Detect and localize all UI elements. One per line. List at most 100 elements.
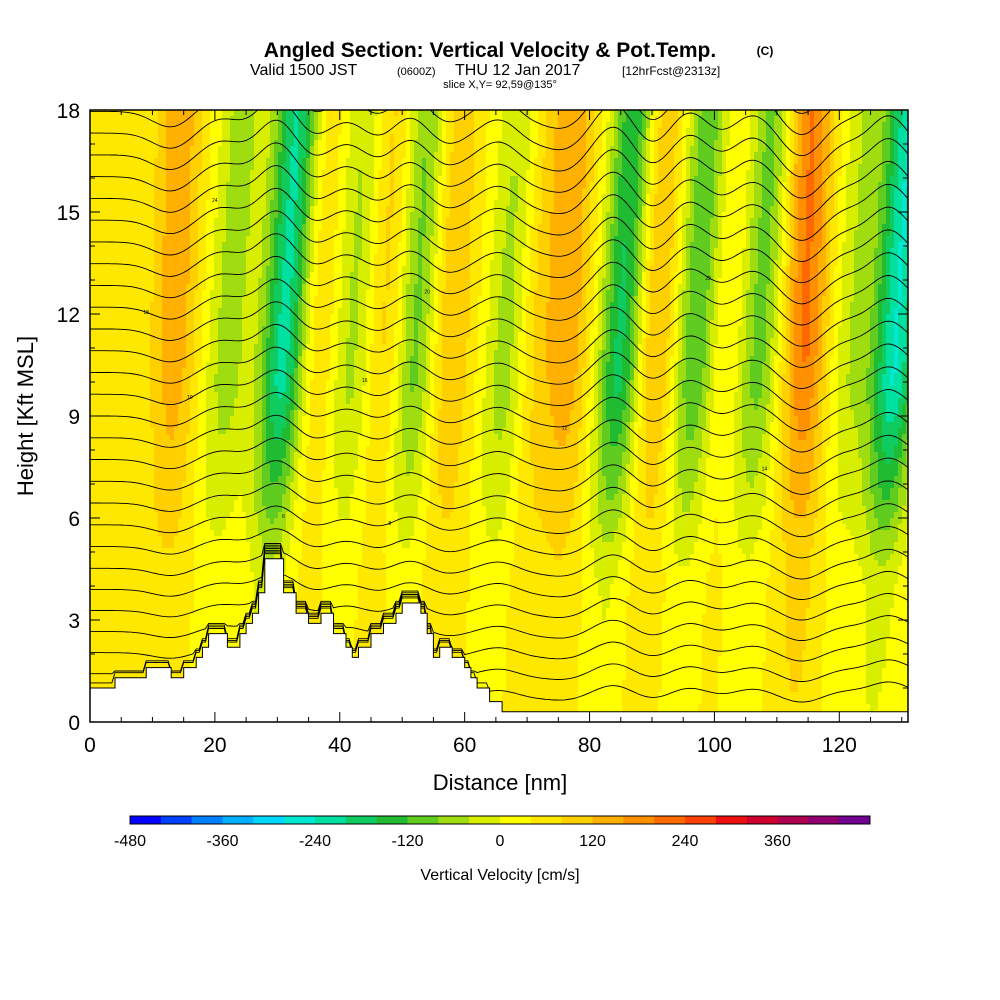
field-cell [122,554,127,561]
field-cell [126,350,131,357]
field-cell [138,644,143,651]
field-cell [230,140,235,147]
field-cell [110,614,115,621]
field-cell [110,506,115,513]
field-cell [246,512,251,519]
field-cell [122,440,127,447]
field-cell [90,644,95,651]
field-cell [190,662,195,669]
field-cell [258,482,263,489]
field-cell [122,638,127,645]
field-cell [194,362,199,369]
field-cell [142,152,147,159]
field-cell [234,122,239,129]
field-cell [178,158,183,165]
field-cell [218,560,223,567]
field-cell [182,560,187,567]
field-cell [174,296,179,303]
field-cell [206,422,211,429]
field-cell [194,122,199,129]
field-cell [210,164,215,171]
field-cell [114,224,119,231]
field-cell [274,458,279,465]
field-cell [142,278,147,285]
field-cell [198,260,203,267]
field-cell [270,512,275,519]
field-cell [114,452,119,459]
field-cell [242,320,247,327]
field-cell [170,242,175,249]
field-cell [134,626,139,633]
field-cell [154,632,159,639]
field-cell [278,344,283,351]
field-cell [166,620,171,627]
field-cell [174,584,179,591]
field-cell [278,188,283,195]
field-cell [278,314,283,321]
field-cell [202,512,207,519]
field-cell [102,224,107,231]
field-cell [226,464,231,471]
field-cell [262,524,267,531]
field-cell [106,344,111,351]
field-cell [102,218,107,225]
field-cell [146,638,151,645]
field-cell [226,128,231,135]
field-cell [98,488,103,495]
field-cell [206,470,211,477]
field-cell [234,596,239,603]
field-cell [250,338,255,345]
field-cell [222,446,227,453]
field-cell [210,206,215,213]
field-cell [126,236,131,243]
field-cell [266,404,271,411]
field-cell [162,452,167,459]
field-cell [198,602,203,609]
field-cell [250,482,255,489]
field-cell [282,158,287,165]
field-cell [250,236,255,243]
field-cell [214,212,219,219]
field-cell [254,116,259,123]
field-cell [126,386,131,393]
field-cell [186,350,191,357]
field-cell [242,146,247,153]
field-cell [174,548,179,555]
field-cell [150,302,155,309]
field-cell [230,458,235,465]
field-cell [114,536,119,543]
field-cell [114,464,119,471]
field-cell [270,116,275,123]
field-cell [234,506,239,513]
field-cell [226,488,231,495]
field-cell [214,434,219,441]
field-cell [246,476,251,483]
field-cell [98,200,103,207]
field-cell [218,248,223,255]
field-cell [246,398,251,405]
field-cell [182,224,187,231]
field-cell [94,620,99,627]
field-cell [126,116,131,123]
field-cell [250,560,255,567]
field-cell [102,266,107,273]
field-cell [242,440,247,447]
field-cell [202,344,207,351]
field-cell [270,314,275,321]
field-cell [274,338,279,345]
field-cell [214,614,219,621]
field-cell [130,350,135,357]
field-cell [166,278,171,285]
field-cell [218,338,223,345]
field-cell [226,446,231,453]
field-cell [222,164,227,171]
field-cell [126,368,131,375]
field-cell [254,230,259,237]
field-cell [254,524,259,531]
field-cell [258,254,263,261]
field-cell [182,608,187,615]
field-cell [178,470,183,477]
field-cell [150,620,155,627]
field-cell [90,218,95,225]
field-cell [118,602,123,609]
